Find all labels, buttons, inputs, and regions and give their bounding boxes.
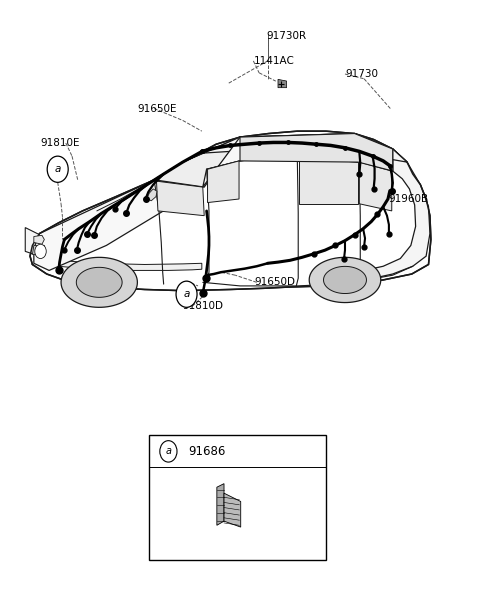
Polygon shape [224,493,240,527]
Polygon shape [324,266,366,294]
Polygon shape [76,267,122,297]
Polygon shape [217,484,224,525]
Polygon shape [34,180,203,270]
Polygon shape [155,137,240,187]
Text: 91810E: 91810E [40,138,80,148]
Polygon shape [33,245,45,254]
Circle shape [35,244,46,258]
Polygon shape [183,133,407,162]
Polygon shape [278,80,287,88]
Polygon shape [240,133,393,171]
Polygon shape [39,257,202,270]
Text: 91686: 91686 [189,445,226,458]
Polygon shape [299,156,359,204]
Text: a: a [55,164,61,174]
Text: 1141AC: 1141AC [253,56,294,66]
Text: 91650D: 91650D [254,277,295,287]
Text: 91730: 91730 [345,69,378,79]
Text: 91650E: 91650E [137,103,177,114]
Text: 91960B: 91960B [388,194,428,204]
Polygon shape [34,235,44,244]
Text: 91730R: 91730R [266,31,306,41]
Bar [149,435,326,560]
Circle shape [176,281,197,307]
Text: a: a [183,289,190,299]
Polygon shape [156,181,204,216]
Text: 91810D: 91810D [183,301,224,311]
Polygon shape [147,189,157,201]
Polygon shape [309,257,381,303]
Polygon shape [360,162,392,211]
Polygon shape [203,133,393,187]
Polygon shape [30,131,431,291]
Polygon shape [61,257,137,307]
Polygon shape [25,228,78,258]
Polygon shape [207,161,239,203]
Text: a: a [166,446,171,456]
Circle shape [160,441,177,462]
Circle shape [47,156,68,182]
Polygon shape [336,149,430,280]
